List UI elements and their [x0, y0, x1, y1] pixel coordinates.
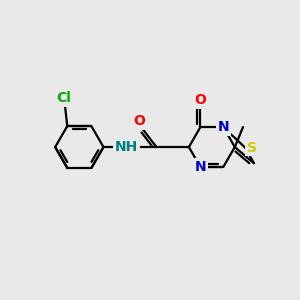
Text: N: N	[218, 120, 229, 134]
Text: NH: NH	[115, 140, 138, 154]
Text: N: N	[194, 160, 206, 174]
Text: O: O	[194, 93, 206, 107]
Text: Cl: Cl	[56, 92, 71, 106]
Text: S: S	[247, 141, 257, 155]
Text: O: O	[133, 114, 145, 128]
